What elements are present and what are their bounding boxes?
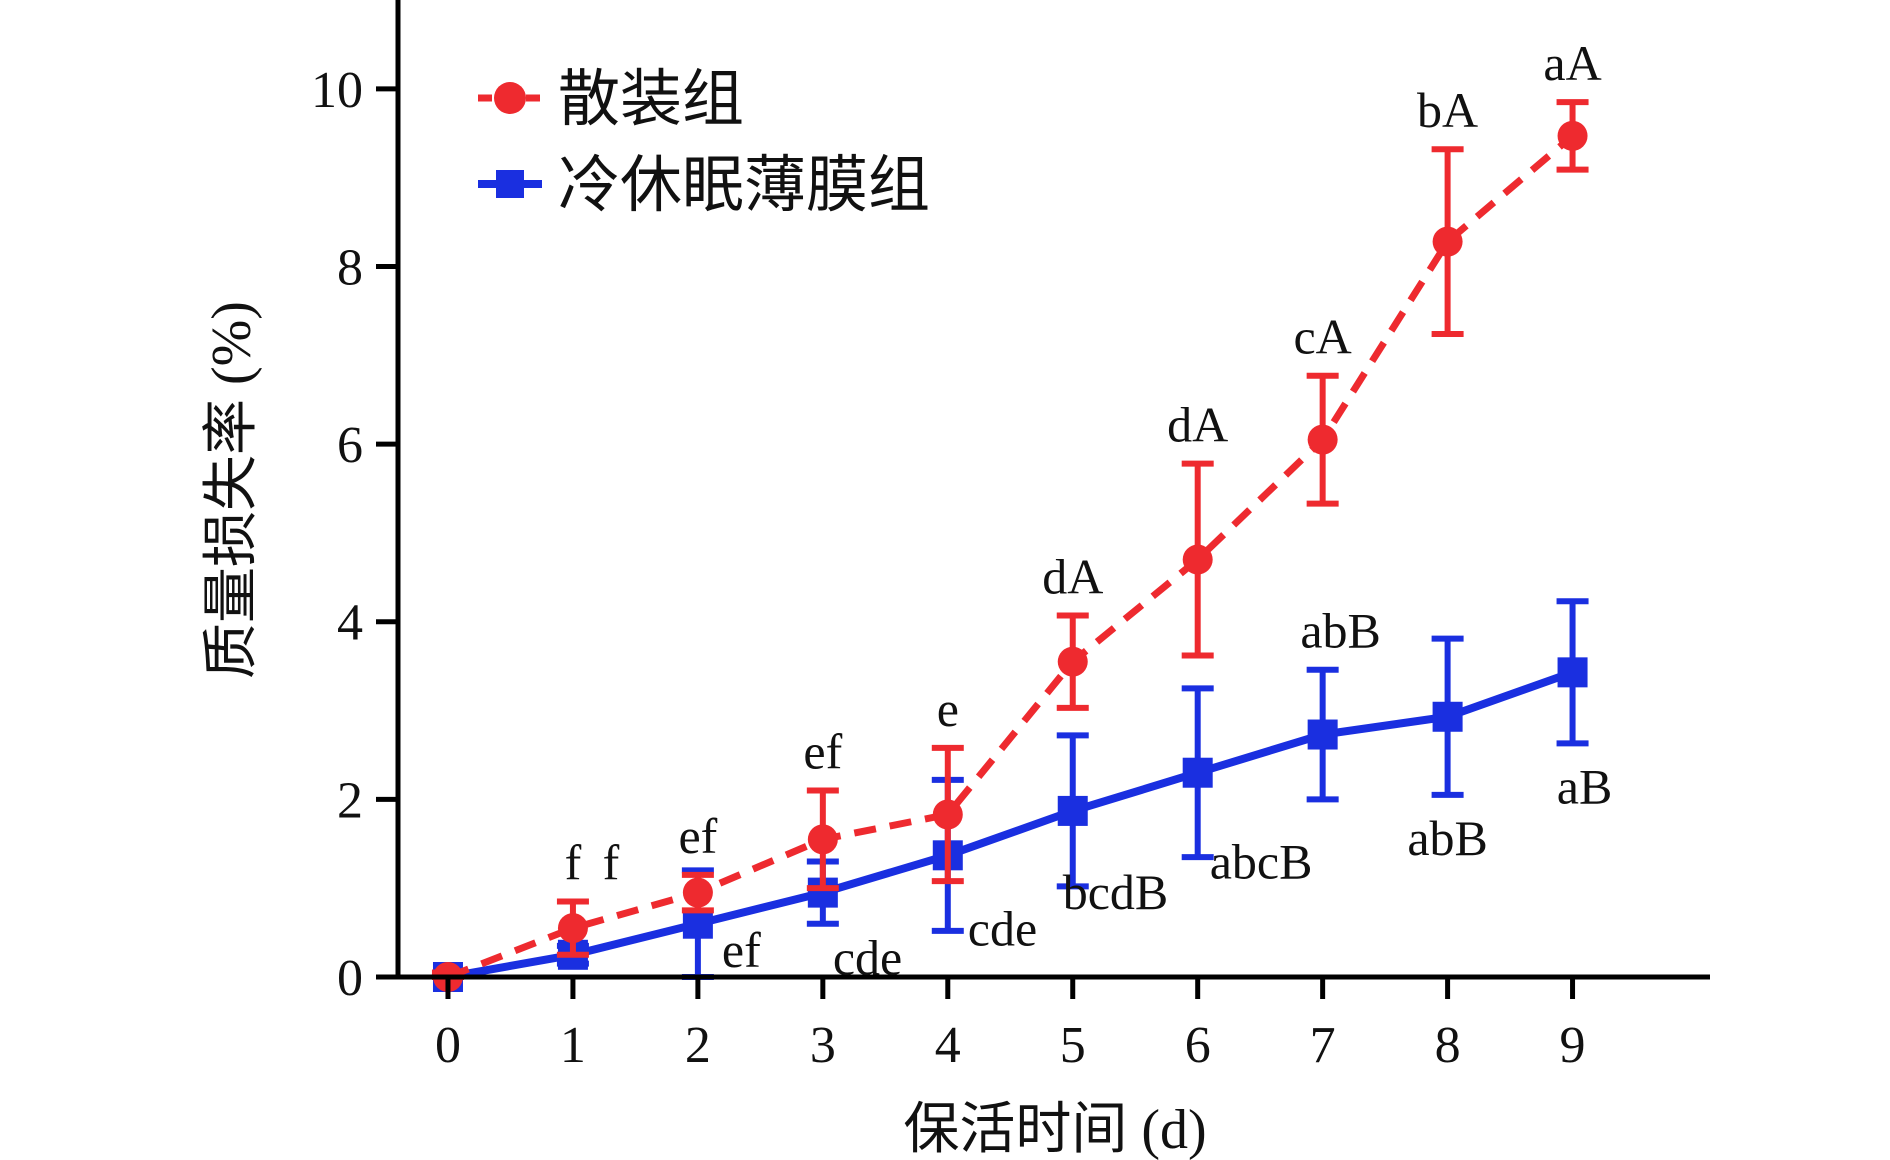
significance-label: cA: [1293, 309, 1351, 365]
x-tick-label: 8: [1435, 1017, 1461, 1074]
plot-area: 0 1 2 3 4 5 6 7 8 9 0 2 4 6 8 10 f ef ef e dA dA cA bA aA f ef cd…: [311, 0, 1710, 1074]
y-axis-title: 质量损失率 (%): [201, 301, 263, 679]
significance-label: abcB: [1210, 834, 1313, 890]
data-point: [1432, 226, 1463, 257]
data-point: [1182, 544, 1213, 575]
data-point: [557, 913, 588, 944]
x-tick-label: 5: [1060, 1017, 1086, 1074]
legend-item-film: 冷休眠薄膜组: [478, 152, 930, 220]
data-point: [1057, 795, 1088, 826]
data-point: [682, 877, 713, 908]
y-tick-label: 4: [337, 595, 363, 652]
x-tick-label: 9: [1560, 1017, 1586, 1074]
significance-label: cde: [833, 930, 902, 986]
x-axis-title: 保活时间 (d): [903, 1099, 1206, 1160]
significance-label: bA: [1417, 82, 1478, 138]
significance-label: f: [603, 835, 620, 891]
significance-label: ef: [722, 922, 761, 978]
data-point: [932, 799, 963, 830]
x-tick-label: 3: [810, 1017, 836, 1074]
series-line: [447, 668, 1574, 981]
significance-label: aB: [1557, 758, 1613, 814]
significance-label: abB: [1407, 810, 1488, 866]
legend-label-film: 冷休眠薄膜组: [558, 152, 930, 220]
significance-label: cde: [968, 900, 1037, 956]
data-point: [1307, 424, 1338, 455]
data-point: [807, 824, 838, 855]
significance-label: dA: [1167, 397, 1228, 453]
x-ticks: 0 1 2 3 4 5 6 7 8 9: [435, 977, 1586, 1074]
y-tick-label: 2: [337, 772, 363, 829]
legend: 散装组 冷休眠薄膜组: [478, 66, 930, 220]
legend-label-bulk: 散装组: [558, 66, 744, 134]
y-tick-label: 0: [337, 950, 363, 1007]
data-point: [1182, 757, 1213, 788]
significance-label: bcdB: [1063, 864, 1169, 920]
series-line: [446, 133, 1575, 981]
legend-swatch-marker-film: [496, 170, 524, 198]
y-tick-label: 8: [337, 239, 363, 296]
x-tick-label: 1: [560, 1017, 586, 1074]
series-layer: [431, 99, 1589, 992]
y-tick-label: 10: [311, 62, 363, 119]
y-tick-label: 6: [337, 417, 363, 474]
data-point: [1432, 701, 1463, 732]
significance-label: dA: [1042, 549, 1103, 605]
significance-label: abB: [1300, 603, 1381, 659]
x-tick-label: 7: [1310, 1017, 1336, 1074]
significance-label: ef: [678, 808, 717, 864]
significance-label: e: [937, 681, 959, 737]
x-tick-label: 0: [435, 1017, 461, 1074]
y-ticks: 0 2 4 6 8 10: [311, 62, 398, 1007]
legend-item-bulk: 散装组: [478, 66, 744, 134]
data-point: [682, 908, 713, 939]
x-tick-label: 4: [935, 1017, 961, 1074]
x-tick-label: 6: [1185, 1017, 1211, 1074]
data-point: [1307, 719, 1338, 750]
data-point: [1557, 657, 1588, 688]
data-point: [1557, 120, 1588, 151]
legend-swatch-marker-bulk: [494, 82, 526, 114]
x-tick-label: 2: [685, 1017, 711, 1074]
significance-label: f: [565, 835, 582, 891]
significance-label: aA: [1543, 35, 1601, 91]
significance-label: ef: [803, 723, 842, 779]
data-point: [1057, 646, 1088, 677]
